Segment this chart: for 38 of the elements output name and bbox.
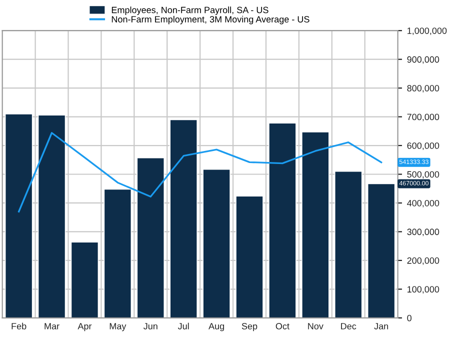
bar [236,196,264,318]
x-tick-label: May [110,323,126,332]
bar [202,168,230,318]
y-tick-label: 400,000 [407,200,440,208]
y-tick-label: 100,000 [408,286,440,294]
bar [38,114,66,318]
bar [136,157,165,318]
x-tick-label: Dec [341,323,356,330]
bar [4,113,33,318]
x-tick-label: Jul [178,322,189,330]
legend-label: Non-Farm Employment, 3M Moving Average - US [112,16,310,24]
x-tick-label: Feb [12,322,26,330]
x-tick-label: Apr [78,323,92,332]
x-tick-label: Sep [242,323,258,332]
legend-label: Employees, Non-Farm Payroll, SA - US [112,6,268,15]
bar [268,122,296,318]
bar [104,188,132,318]
bar [334,170,362,318]
y-tick-label: 700,000 [407,114,440,122]
y-tick-label: 600,000 [407,142,440,150]
y-tick-label: 800,000 [407,85,440,92]
bar [170,119,198,318]
x-tick-label: Oct [276,323,290,330]
y-tick-label: 0 [407,314,412,322]
x-tick-label: Jun [144,323,158,330]
x-tick-label: Aug [208,323,224,332]
y-tick-label: 200,000 [407,257,440,265]
x-tick-label: Nov [308,323,324,330]
line-series [18,132,382,212]
x-tick-label: Mar [44,323,60,330]
x-tick-label: Jan [374,323,388,330]
bar [70,242,99,318]
bar [301,132,330,318]
y-tick-label: 1,000,000 [408,28,447,36]
bar [367,183,396,318]
y-tick-label: 500,000 [407,171,440,179]
y-tick-label: 900,000 [407,56,440,64]
y-tick-label: 300,000 [407,228,440,236]
